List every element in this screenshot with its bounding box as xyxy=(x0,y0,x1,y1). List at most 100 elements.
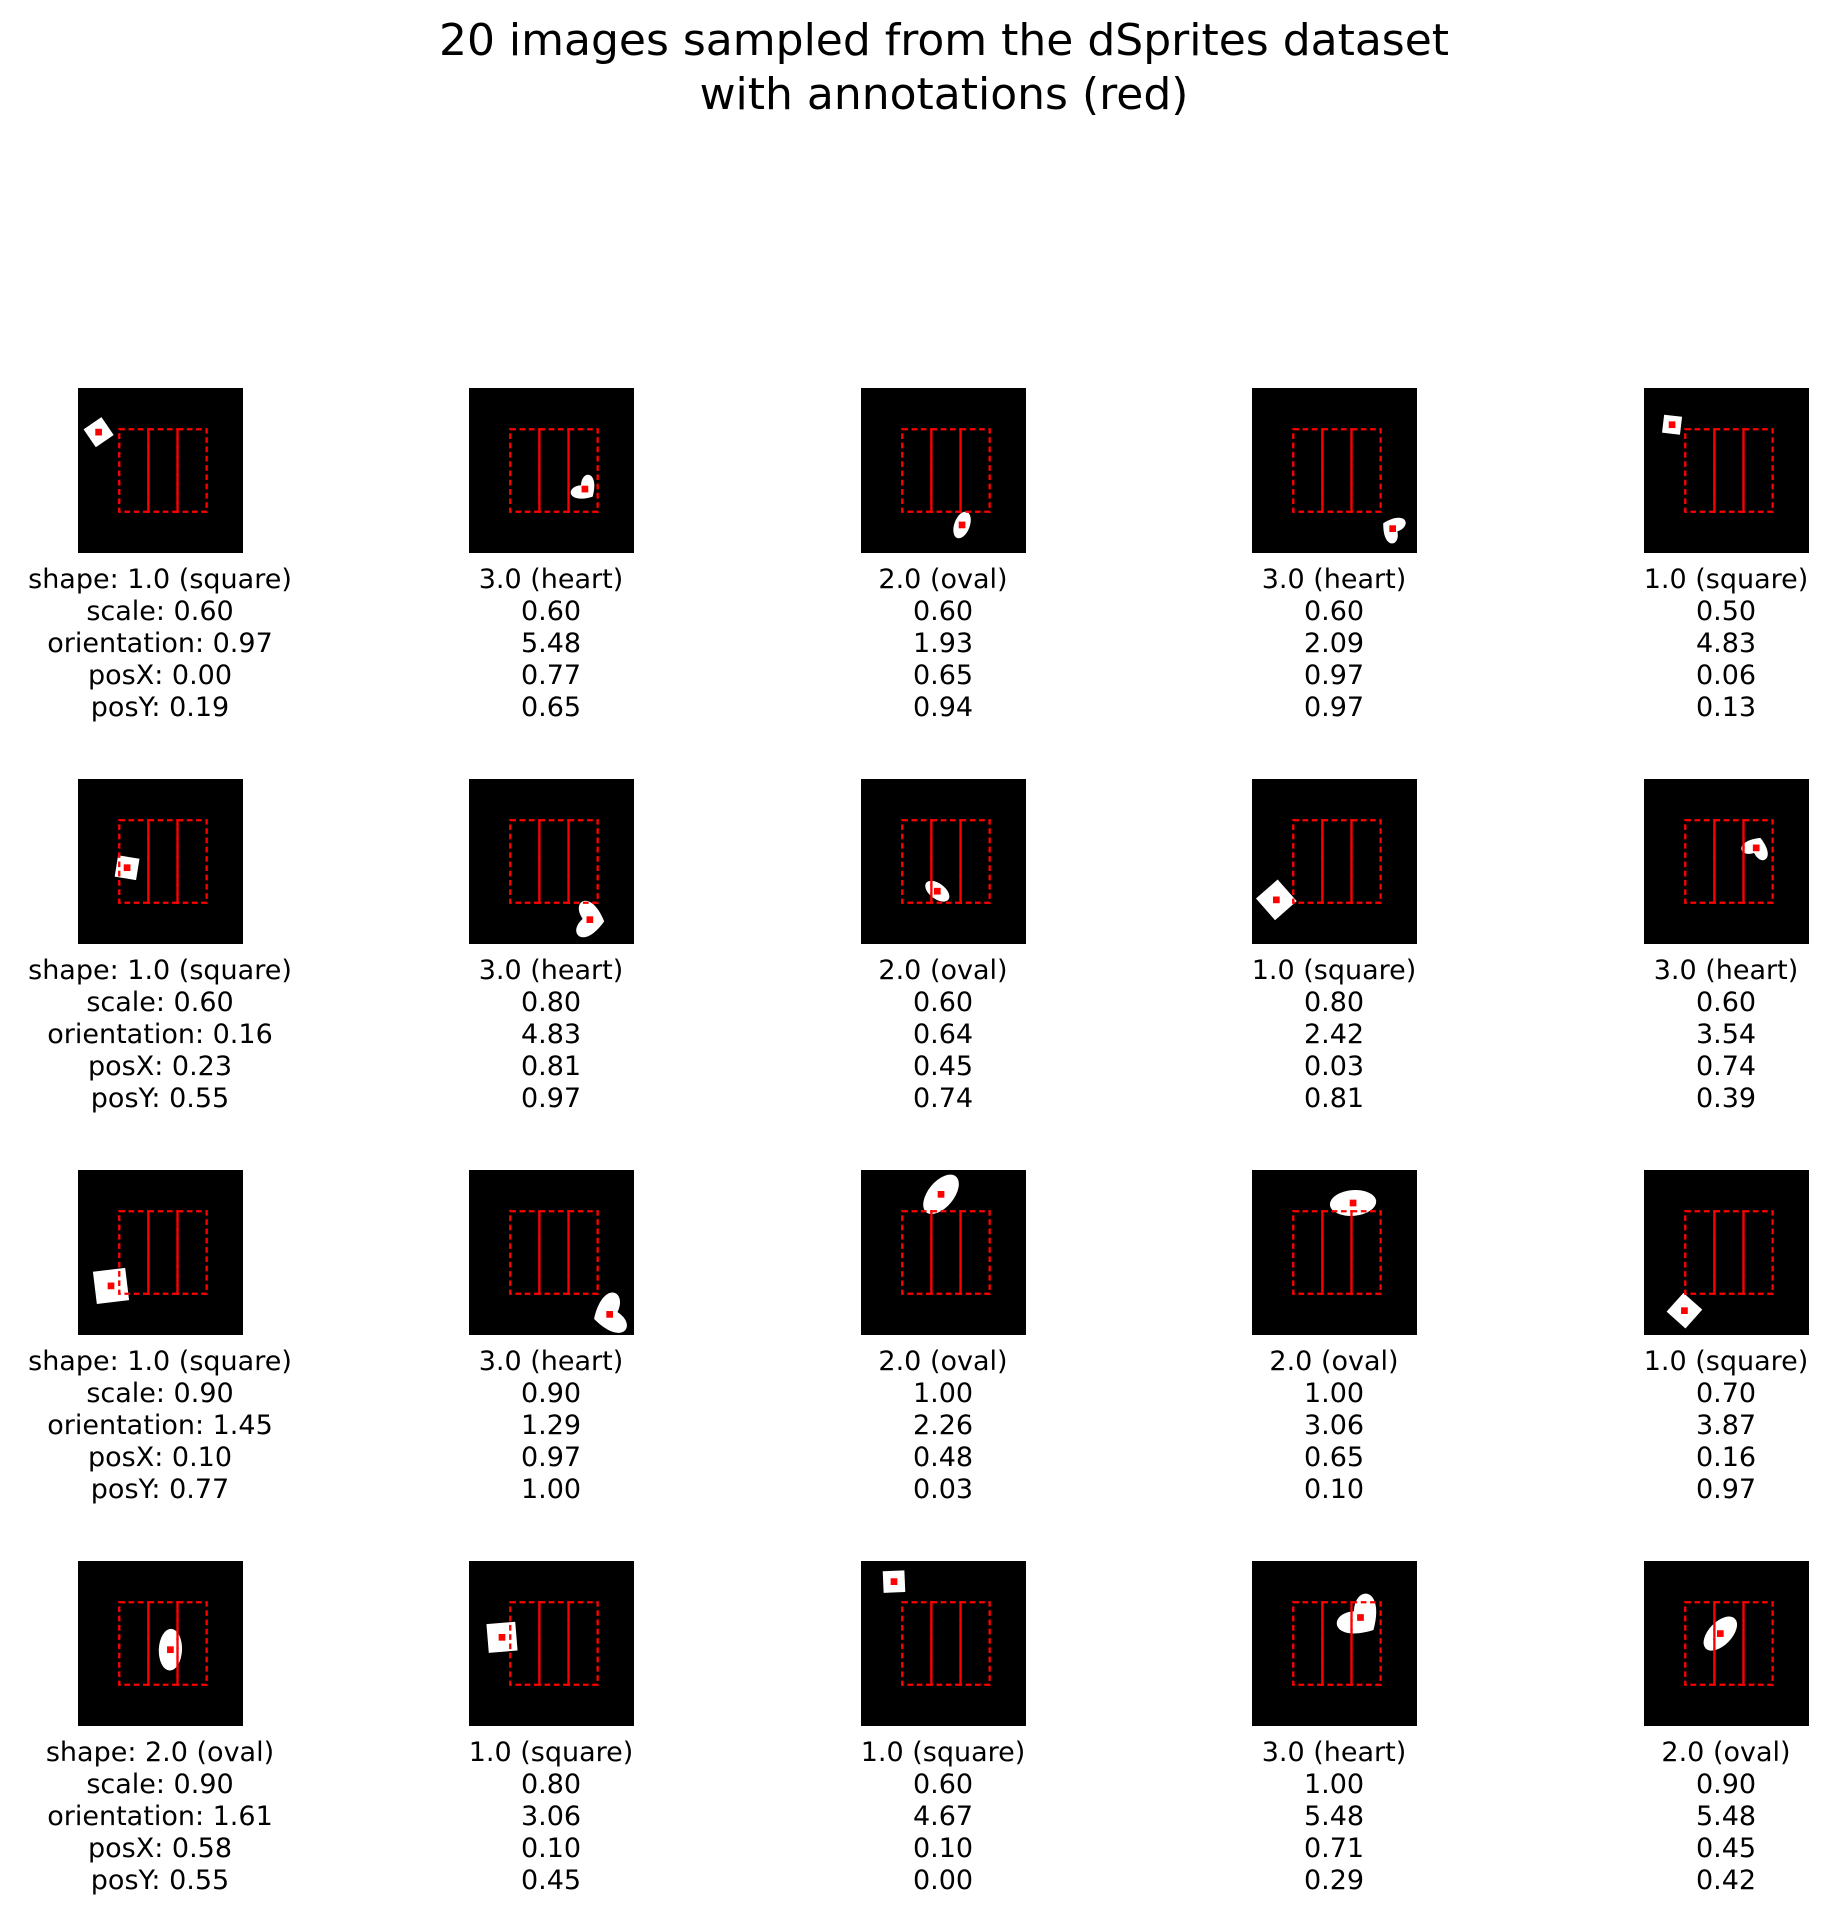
caption-posx: 0.10 xyxy=(912,1833,974,1864)
annotation-box xyxy=(1349,1601,1382,1686)
annotation-marker xyxy=(1272,896,1280,904)
caption-posx: posX: 0.23 xyxy=(87,1051,233,1082)
caption-posx: posX: 0.10 xyxy=(87,1442,233,1473)
figure-title-line-1: 20 images sampled from the dSprites data… xyxy=(438,15,1450,66)
sample-caption: 2.0 (oval) 0.60 0.64 0.45 0.74 xyxy=(743,955,1143,1115)
caption-orientation: 4.83 xyxy=(1695,628,1757,659)
annotation-box xyxy=(566,819,599,904)
caption-shape: 2.0 (oval) xyxy=(878,1346,1008,1377)
annotation-box xyxy=(1349,1210,1382,1295)
sample-caption: 1.0 (square) 0.50 4.83 0.06 0.13 xyxy=(1526,564,1838,724)
caption-shape: 3.0 (heart) xyxy=(478,1346,624,1377)
sample-caption: 1.0 (square) 0.60 4.67 0.10 0.00 xyxy=(743,1737,1143,1897)
annotation-marker xyxy=(1356,1614,1364,1621)
sprite-image xyxy=(468,779,634,944)
annotation-box xyxy=(1349,819,1382,904)
sample-caption: 2.0 (oval) 1.00 2.26 0.48 0.03 xyxy=(743,1346,1143,1506)
sprite-image xyxy=(77,388,243,553)
sample-caption: 1.0 (square) 0.80 2.42 0.03 0.81 xyxy=(1134,955,1534,1115)
caption-scale: 1.00 xyxy=(1303,1769,1365,1800)
caption-posx: 0.65 xyxy=(1303,1442,1365,1473)
caption-posy: 0.39 xyxy=(1695,1083,1757,1114)
annotation-marker xyxy=(1388,525,1396,533)
caption-shape: 2.0 (oval) xyxy=(878,564,1008,595)
annotation-marker xyxy=(581,485,588,493)
sample-caption: 3.0 (heart) 0.60 3.54 0.74 0.39 xyxy=(1526,955,1838,1115)
caption-scale: 0.60 xyxy=(912,1769,974,1800)
sprite-image xyxy=(1251,1561,1417,1726)
sprite-background xyxy=(468,388,634,553)
sprite-image xyxy=(468,388,634,553)
caption-shape: 3.0 (heart) xyxy=(1261,564,1407,595)
caption-orientation: 3.06 xyxy=(1303,1410,1365,1441)
sprite-background xyxy=(77,388,243,553)
annotation-marker xyxy=(1716,1630,1724,1637)
caption-orientation: 5.48 xyxy=(1695,1801,1757,1832)
sprite-image xyxy=(77,1561,243,1726)
caption-orientation: 3.06 xyxy=(520,1801,582,1832)
caption-orientation: orientation: 1.61 xyxy=(47,1801,273,1832)
caption-shape: shape: 1.0 (square) xyxy=(28,1346,292,1377)
caption-shape: shape: 2.0 (oval) xyxy=(45,1737,275,1768)
caption-posx: 0.45 xyxy=(1695,1833,1757,1864)
caption-shape: 3.0 (heart) xyxy=(478,955,624,986)
caption-orientation: 3.87 xyxy=(1695,1410,1757,1441)
caption-posx: 0.77 xyxy=(520,660,582,691)
annotation-marker xyxy=(958,521,965,529)
caption-shape: 1.0 (square) xyxy=(1643,1346,1809,1377)
sprite-image xyxy=(468,1170,634,1335)
caption-posy: 0.97 xyxy=(1695,1474,1757,1505)
caption-posy: 0.00 xyxy=(912,1865,974,1896)
caption-scale: 0.60 xyxy=(520,596,582,627)
caption-orientation: 1.29 xyxy=(520,1410,582,1441)
caption-orientation: 2.26 xyxy=(912,1410,974,1441)
caption-posx: 0.65 xyxy=(912,660,974,691)
caption-posx: 0.16 xyxy=(1695,1442,1757,1473)
caption-posy: 0.97 xyxy=(1303,692,1365,723)
caption-orientation: orientation: 0.16 xyxy=(47,1019,273,1050)
annotation-box xyxy=(1349,428,1382,513)
sample-caption: shape: 1.0 (square) scale: 0.90 orientatio… xyxy=(0,1346,360,1506)
caption-posy: posY: 0.55 xyxy=(90,1865,230,1896)
caption-orientation: 5.48 xyxy=(1303,1801,1365,1832)
sample-caption: 3.0 (heart) 0.60 5.48 0.77 0.65 xyxy=(351,564,751,724)
sprite-background xyxy=(1251,1561,1417,1726)
annotation-box xyxy=(175,1601,208,1686)
annotation-box xyxy=(958,428,991,513)
sample-caption: 3.0 (heart) 0.80 4.83 0.81 0.97 xyxy=(351,955,751,1115)
sample-caption: 1.0 (square) 0.70 3.87 0.16 0.97 xyxy=(1526,1346,1838,1506)
caption-scale: 0.90 xyxy=(520,1378,582,1409)
caption-posy: 0.65 xyxy=(520,692,582,723)
annotation-marker xyxy=(937,1190,944,1198)
caption-shape: shape: 1.0 (square) xyxy=(28,564,292,595)
caption-orientation: 5.48 xyxy=(520,628,582,659)
caption-posx: 0.03 xyxy=(1303,1051,1365,1082)
annotation-box xyxy=(958,819,991,904)
caption-posx: posX: 0.00 xyxy=(87,660,233,691)
sprite-image xyxy=(860,1170,1026,1335)
caption-posy: 0.94 xyxy=(912,692,974,723)
annotation-marker xyxy=(1680,1307,1688,1315)
sample-caption: 3.0 (heart) 0.90 1.29 0.97 1.00 xyxy=(351,1346,751,1506)
caption-scale: 0.60 xyxy=(1695,987,1757,1018)
sprite-background xyxy=(1643,779,1809,944)
annotation-box xyxy=(566,428,599,513)
caption-scale: scale: 0.90 xyxy=(86,1769,234,1800)
annotation-box xyxy=(1741,428,1774,513)
caption-shape: 3.0 (heart) xyxy=(1653,955,1799,986)
caption-posx: posX: 0.58 xyxy=(87,1833,233,1864)
caption-shape: 2.0 (oval) xyxy=(1661,1737,1791,1768)
sprite-image xyxy=(1251,388,1417,553)
caption-shape: 2.0 (oval) xyxy=(1269,1346,1399,1377)
annotation-box xyxy=(566,1210,599,1295)
annotation-marker xyxy=(1752,844,1760,852)
sprite-background xyxy=(468,779,634,944)
caption-posx: 0.71 xyxy=(1303,1833,1365,1864)
annotation-box xyxy=(175,819,208,904)
sprite-heart xyxy=(1336,1593,1376,1634)
sample-caption: 2.0 (oval) 0.60 1.93 0.65 0.94 xyxy=(743,564,1143,724)
caption-posx: 0.10 xyxy=(520,1833,582,1864)
caption-shape: 1.0 (square) xyxy=(1643,564,1809,595)
sprite-background xyxy=(860,779,1026,944)
sprite-image xyxy=(1643,1561,1809,1726)
